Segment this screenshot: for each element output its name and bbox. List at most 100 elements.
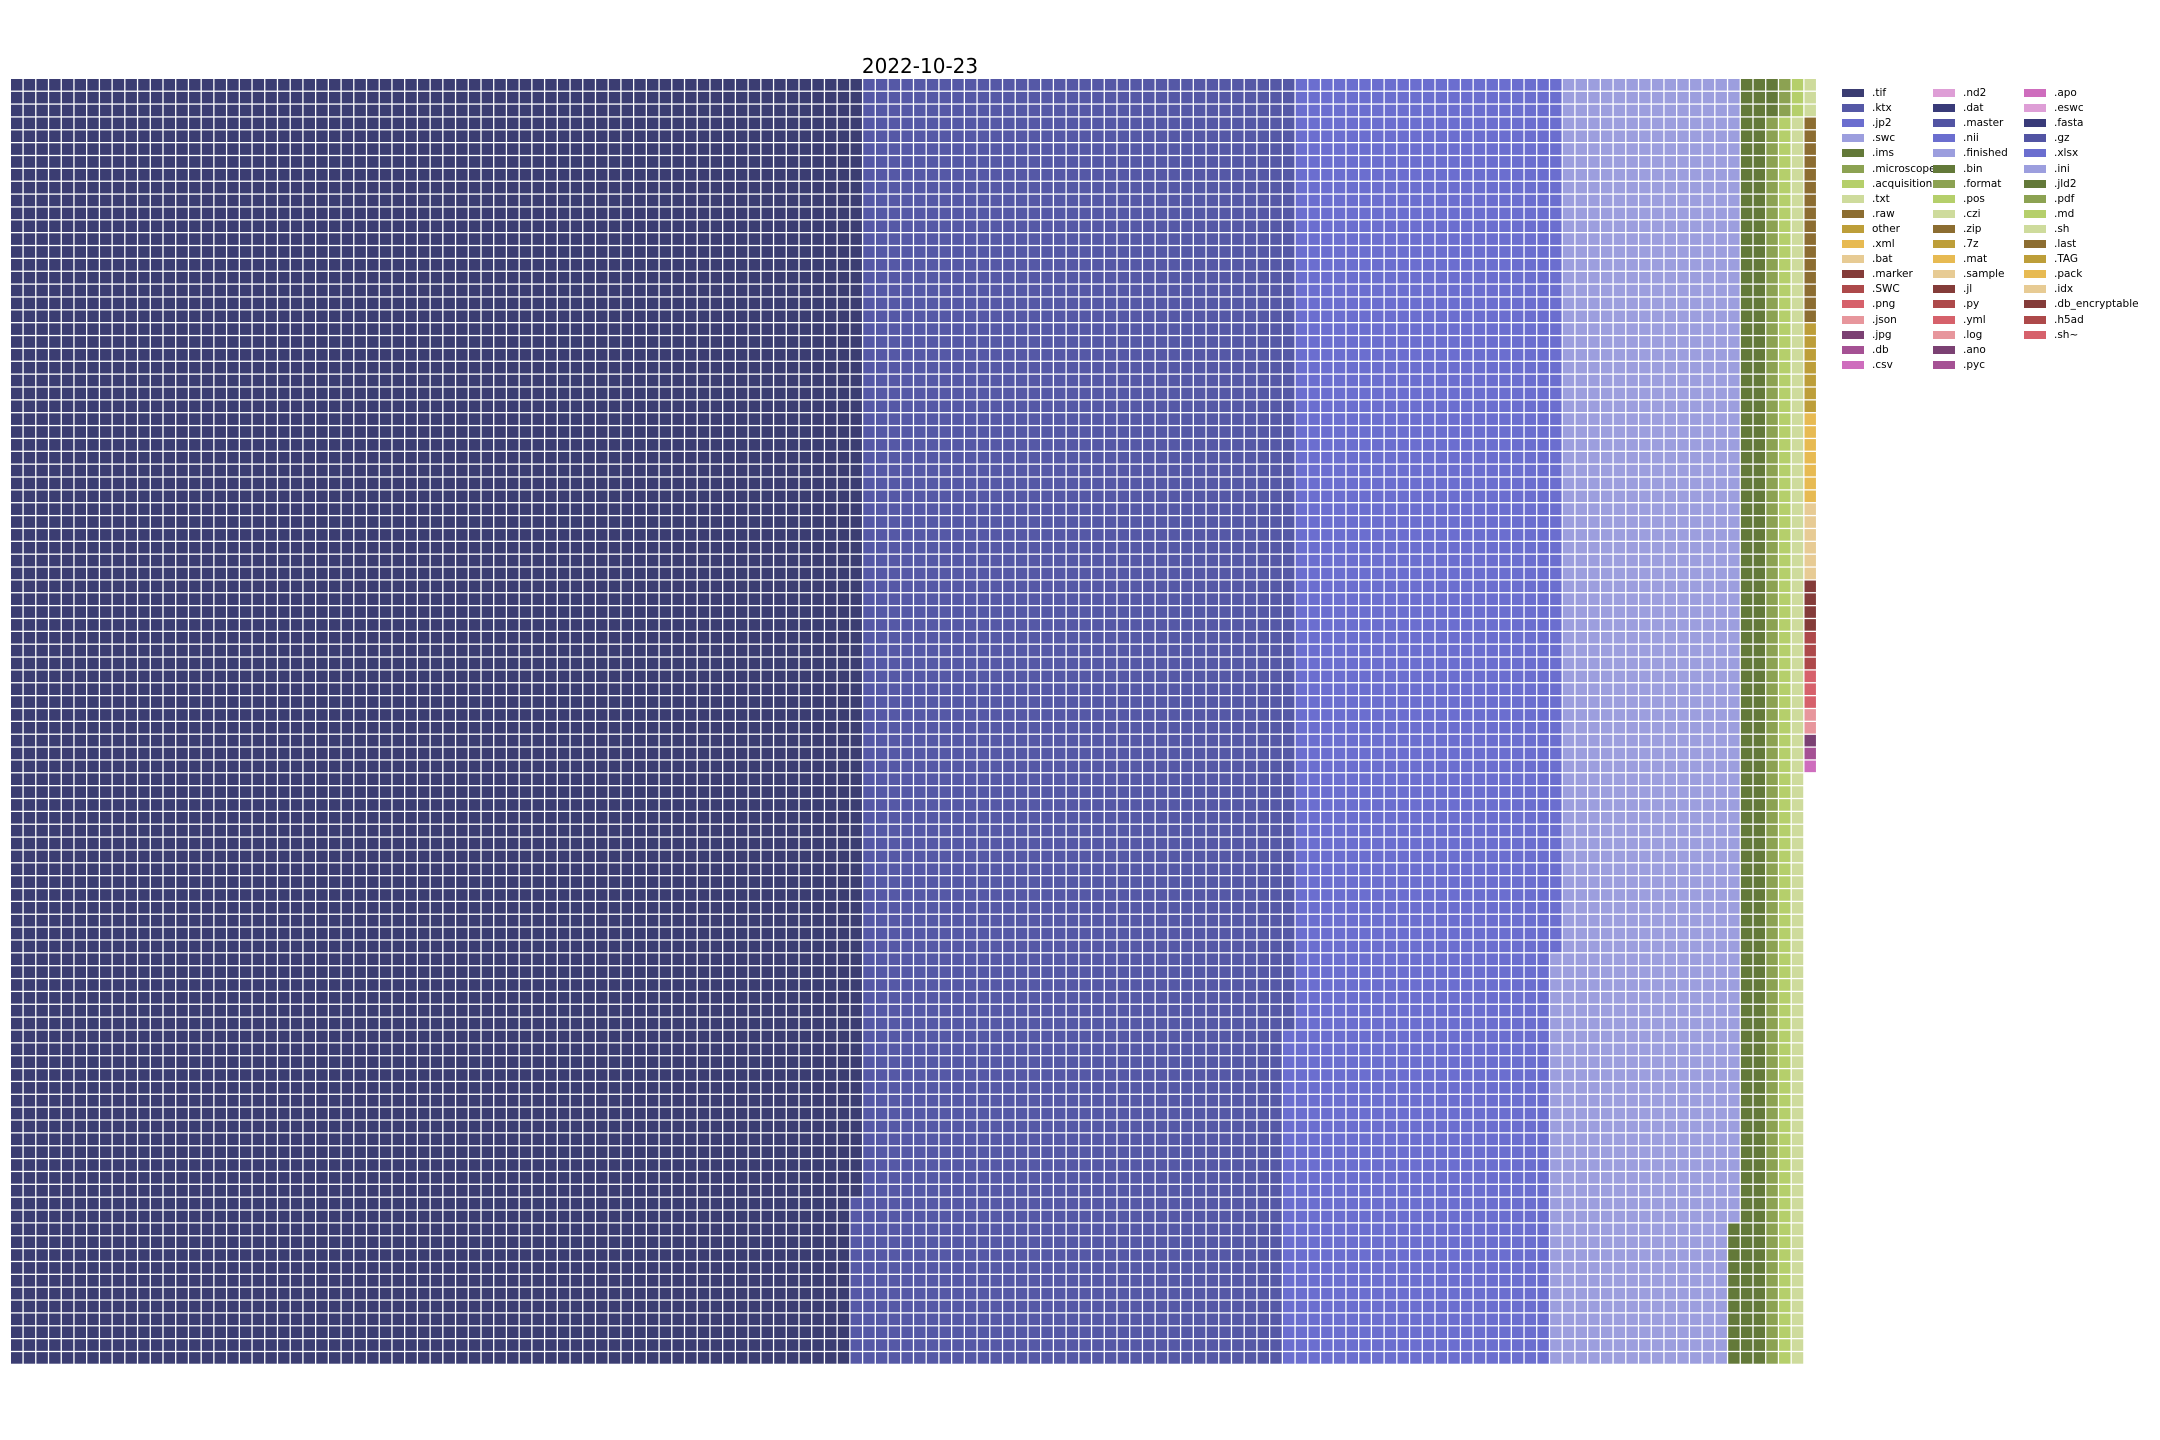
waffle-cell: [456, 117, 468, 130]
waffle-cell: [201, 606, 214, 618]
waffle-cell: [112, 1287, 125, 1300]
waffle-cell: [608, 220, 621, 233]
waffle-cell: [532, 940, 544, 953]
waffle-cell: [379, 117, 392, 130]
waffle-cell: [557, 889, 570, 901]
waffle-cell: [481, 889, 494, 901]
waffle-cell: [36, 387, 48, 400]
waffle-cell: [150, 181, 163, 194]
waffle-cell: [138, 1287, 150, 1300]
waffle-cell: [74, 1043, 87, 1056]
waffle-cell: [557, 374, 570, 387]
waffle-cell: [316, 284, 328, 297]
waffle-cell: [201, 1184, 214, 1197]
waffle-cell: [201, 876, 214, 888]
waffle-cell: [545, 966, 557, 978]
waffle-cell: [519, 812, 532, 824]
waffle-cell: [494, 91, 506, 104]
waffle-cell: [532, 1339, 544, 1351]
waffle-cell: [481, 1120, 494, 1133]
waffle-cell: [252, 413, 265, 425]
waffle-cell: [11, 503, 23, 515]
waffle-cell: [150, 220, 163, 233]
waffle-cell: [583, 1197, 595, 1210]
waffle-cell: [608, 91, 621, 104]
waffle-cell: [341, 1313, 354, 1326]
waffle-cell: [634, 1107, 646, 1120]
waffle-cell: [468, 503, 481, 515]
waffle-cell: [316, 220, 328, 233]
waffle-cell: [100, 619, 112, 631]
waffle-cell: [570, 606, 583, 618]
waffle-cell: [621, 1262, 633, 1274]
waffle-cell: [252, 876, 265, 888]
waffle-cell: [329, 426, 341, 438]
waffle-cell: [341, 79, 354, 91]
waffle-cell: [545, 979, 557, 991]
waffle-cell: [138, 1133, 150, 1146]
waffle-cell: [570, 914, 583, 927]
waffle-cell: [214, 426, 226, 438]
waffle-cell: [163, 927, 176, 940]
waffle-cell: [621, 567, 633, 580]
waffle-cell: [418, 837, 430, 850]
waffle-cell: [239, 760, 252, 773]
waffle-cell: [11, 361, 23, 374]
waffle-cell: [112, 220, 125, 233]
waffle-cell: [227, 1017, 239, 1030]
waffle-cell: [557, 722, 570, 734]
waffle-cell: [430, 284, 443, 297]
waffle-cell: [481, 786, 494, 798]
waffle-cell: [303, 529, 315, 541]
waffle-cell: [456, 1146, 468, 1158]
waffle-cell: [303, 207, 315, 220]
waffle-cell: [392, 490, 405, 503]
waffle-cell: [596, 696, 608, 708]
waffle-cell: [278, 850, 290, 863]
waffle-cell: [456, 336, 468, 348]
waffle-cell: [481, 233, 494, 245]
waffle-cell: [456, 220, 468, 233]
waffle-cell: [201, 361, 214, 374]
waffle-cell: [36, 644, 48, 657]
waffle-cell: [252, 580, 265, 593]
waffle-cell: [303, 606, 315, 618]
waffle-cell: [494, 477, 506, 490]
waffle-cell: [49, 619, 61, 631]
waffle-cell: [456, 606, 468, 618]
waffle-cell: [112, 1017, 125, 1030]
waffle-cell: [176, 1004, 188, 1017]
waffle-cell: [583, 1249, 595, 1261]
waffle-cell: [23, 1094, 36, 1107]
waffle-cell: [138, 541, 150, 554]
waffle-cell: [379, 259, 392, 271]
waffle-cell: [341, 1133, 354, 1146]
waffle-cell: [176, 709, 188, 721]
waffle-cell: [201, 1210, 214, 1223]
waffle-cell: [608, 1043, 621, 1056]
waffle-cell: [278, 1004, 290, 1017]
waffle-cell: [379, 1210, 392, 1223]
waffle-cell: [532, 786, 544, 798]
waffle-cell: [392, 310, 405, 323]
waffle-cell: [367, 619, 379, 631]
waffle-cell: [341, 593, 354, 605]
waffle-cell: [507, 336, 519, 348]
waffle-cell: [418, 902, 430, 914]
waffle-cell: [201, 349, 214, 361]
waffle-cell: [252, 927, 265, 940]
waffle-cell: [494, 747, 506, 760]
waffle-cell: [545, 1249, 557, 1261]
waffle-cell: [430, 940, 443, 953]
waffle-cell: [392, 683, 405, 695]
waffle-cell: [507, 516, 519, 528]
waffle-cell: [138, 181, 150, 194]
waffle-cell: [392, 1146, 405, 1158]
waffle-cell: [367, 1300, 379, 1313]
waffle-cell: [87, 1339, 99, 1351]
waffle-cell: [265, 1017, 277, 1030]
waffle-cell: [494, 387, 506, 400]
waffle-cell: [87, 593, 99, 605]
waffle-cell: [608, 1120, 621, 1133]
waffle-cell: [443, 323, 455, 335]
